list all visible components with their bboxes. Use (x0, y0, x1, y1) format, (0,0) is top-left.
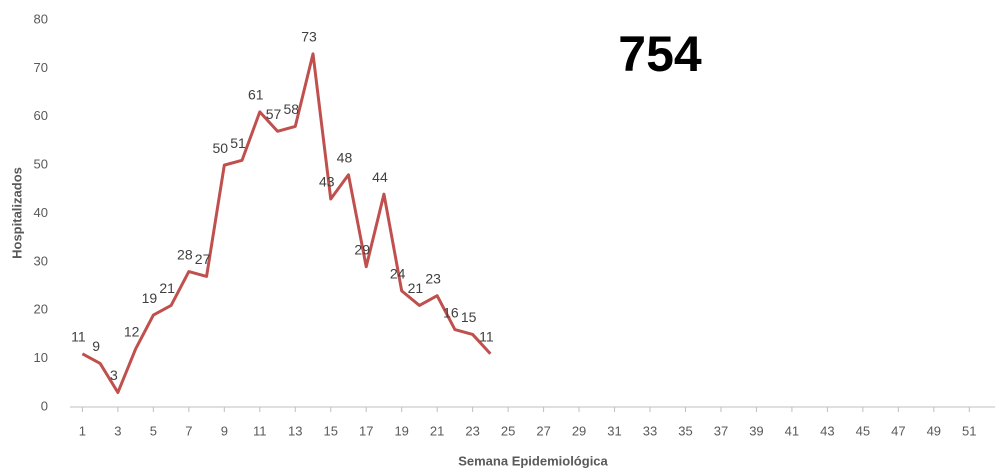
x-tick-label: 35 (678, 423, 692, 438)
y-tick-label: 40 (34, 205, 48, 220)
data-label: 19 (142, 290, 158, 306)
y-tick-label: 80 (34, 11, 48, 26)
x-tick-label: 39 (749, 423, 763, 438)
x-tick-label: 49 (927, 423, 941, 438)
x-tick-label: 51 (962, 423, 976, 438)
y-tick-label: 0 (41, 398, 48, 413)
data-label: 21 (159, 280, 175, 296)
y-tick-label: 50 (34, 157, 48, 172)
x-tick-label: 13 (288, 423, 302, 438)
x-tick-label: 45 (856, 423, 870, 438)
x-tick-label: 37 (714, 423, 728, 438)
x-tick-label: 33 (643, 423, 657, 438)
data-label: 24 (390, 266, 406, 282)
x-tick-label: 9 (221, 423, 228, 438)
data-label: 73 (301, 29, 317, 45)
data-label: 50 (213, 140, 229, 156)
data-label: 29 (354, 241, 370, 257)
data-label: 21 (408, 280, 424, 296)
x-tick-label: 27 (536, 423, 550, 438)
data-label: 48 (337, 150, 353, 166)
data-label: 27 (195, 251, 211, 267)
x-tick-label: 5 (150, 423, 157, 438)
data-label: 16 (443, 304, 459, 320)
x-tick-label: 7 (185, 423, 192, 438)
data-label: 11 (479, 328, 494, 344)
data-label: 23 (425, 270, 441, 286)
data-label: 57 (266, 106, 282, 122)
y-tick-label: 20 (34, 302, 48, 317)
data-label: 11 (71, 328, 86, 344)
y-axis-title: Hospitalizados (9, 167, 24, 259)
x-tick-label: 1 (79, 423, 86, 438)
y-tick-label: 10 (34, 350, 48, 365)
x-tick-label: 41 (785, 423, 799, 438)
x-tick-label: 47 (891, 423, 905, 438)
x-tick-label: 21 (430, 423, 444, 438)
x-tick-label: 25 (501, 423, 515, 438)
data-label: 12 (124, 324, 140, 340)
x-tick-label: 17 (359, 423, 373, 438)
data-label: 43 (319, 174, 335, 190)
data-label: 15 (461, 309, 477, 325)
data-label: 3 (110, 367, 118, 383)
x-tick-label: 3 (114, 423, 121, 438)
data-label: 44 (372, 169, 388, 185)
y-tick-label: 70 (34, 60, 48, 75)
data-label: 58 (283, 101, 299, 117)
x-axis-title: Semana Epidemiológica (458, 453, 608, 468)
line-series (81, 52, 492, 394)
y-tick-label: 60 (34, 108, 48, 123)
x-tick-label: 29 (572, 423, 586, 438)
data-label: 28 (177, 246, 193, 262)
data-label: 51 (230, 135, 246, 151)
data-label: 61 (248, 87, 264, 103)
x-tick-label: 15 (324, 423, 338, 438)
x-tick-label: 23 (465, 423, 479, 438)
x-tick-label: 43 (820, 423, 834, 438)
x-tick-label: 11 (253, 423, 267, 438)
annotation: 754 (618, 26, 702, 82)
x-tick-label: 19 (394, 423, 408, 438)
y-tick-label: 30 (34, 253, 48, 268)
data-label: 9 (92, 338, 100, 354)
x-tick-label: 31 (607, 423, 621, 438)
